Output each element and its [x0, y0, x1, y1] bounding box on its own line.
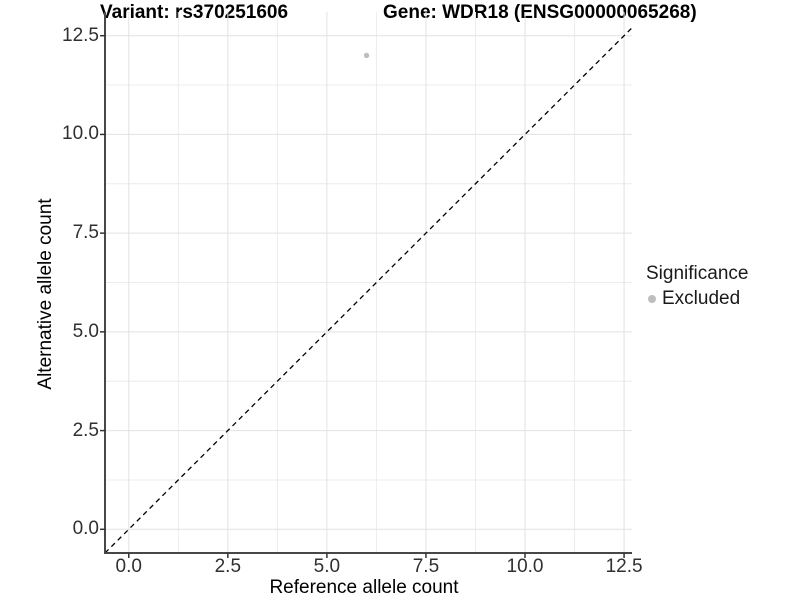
y-tick-label: 0.0	[72, 518, 99, 540]
x-axis-title: Reference allele count	[269, 577, 459, 598]
plot-title-gene: Gene: WDR18 (ENSG00000065268)	[383, 2, 697, 23]
legend-item-label: Excluded	[662, 288, 741, 309]
y-tick-label: 12.5	[62, 24, 99, 46]
x-tick-label: 0.0	[115, 556, 142, 577]
y-axis-title: Alternative allele count	[35, 198, 56, 390]
x-tick-label: 2.5	[214, 556, 242, 577]
y-tick-label: 7.5	[72, 222, 99, 244]
legend-item-excluded: Excluded	[646, 288, 748, 310]
plot-title-variant: Variant: rs370251606	[100, 2, 289, 23]
y-tick-label: 2.5	[72, 419, 99, 441]
data-point	[363, 52, 370, 59]
legend: Significance Excluded	[646, 263, 748, 310]
excluded-point-icon	[648, 295, 656, 303]
x-tick-label: 10.0	[506, 556, 544, 577]
x-tick-label: 12.5	[605, 556, 643, 577]
legend-title: Significance	[646, 263, 749, 284]
x-tick-label: 5.0	[313, 556, 341, 577]
y-tick-label: 5.0	[72, 320, 99, 342]
identity-dashed-line	[104, 27, 633, 554]
x-tick-label: 7.5	[412, 556, 440, 577]
y-tick-label: 10.0	[62, 123, 99, 145]
